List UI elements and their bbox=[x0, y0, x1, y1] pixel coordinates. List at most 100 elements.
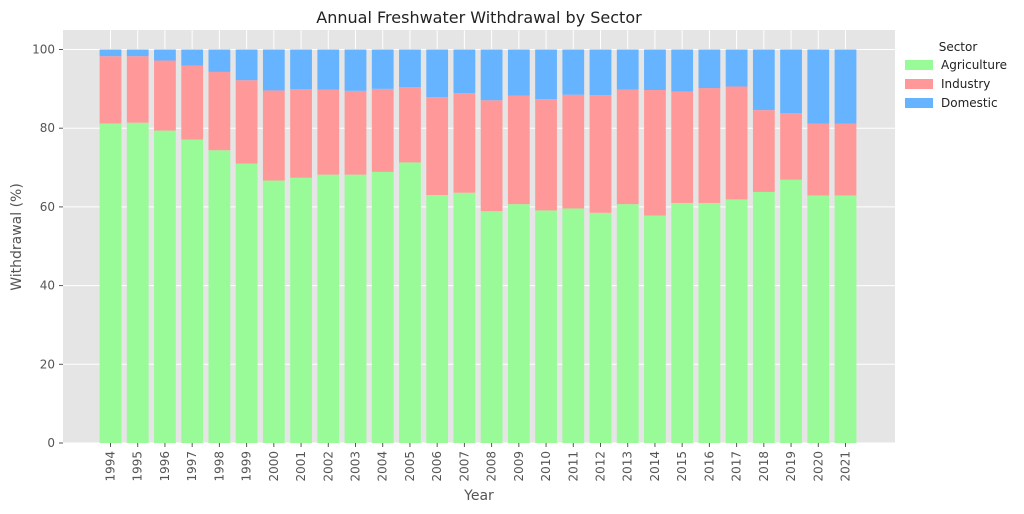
bar-domestic-2013 bbox=[616, 49, 639, 90]
y-axis-ticks: 0 20 40 60 80 100 bbox=[32, 43, 63, 450]
bar-industry-2000 bbox=[262, 90, 285, 181]
bar-agriculture-2014 bbox=[644, 215, 666, 443]
bar-agriculture-1994 bbox=[99, 123, 122, 443]
bar-domestic-1997 bbox=[181, 49, 204, 66]
bar-industry-2007 bbox=[453, 93, 476, 193]
bar-industry-2009 bbox=[507, 95, 530, 205]
chart-title: Annual Freshwater Withdrawal by Sector bbox=[316, 8, 642, 27]
bar-domestic-2009 bbox=[507, 49, 530, 96]
bar-industry-2010 bbox=[535, 99, 557, 211]
x-tick-label: 1998 bbox=[212, 451, 226, 482]
bar-domestic-1995 bbox=[126, 49, 149, 57]
bar-agriculture-1995 bbox=[126, 122, 149, 443]
bar-industry-2021 bbox=[834, 123, 857, 196]
bar-industry-1999 bbox=[235, 80, 258, 164]
x-tick-label: 2004 bbox=[376, 451, 390, 482]
x-tick-label: 2011 bbox=[566, 451, 580, 482]
bar-domestic-2000 bbox=[262, 49, 285, 91]
bars bbox=[99, 49, 857, 444]
x-axis-ticks: 1994 1995 1996 1997 1998 1999 2000 2001 2002 2003… bbox=[104, 443, 853, 482]
bar-agriculture-2003 bbox=[344, 174, 367, 443]
x-tick-label: 2008 bbox=[485, 451, 499, 482]
bar-domestic-2004 bbox=[371, 49, 394, 89]
bar-agriculture-2000 bbox=[262, 180, 285, 443]
bar-agriculture-2007 bbox=[453, 192, 476, 443]
bar-agriculture-2005 bbox=[399, 162, 421, 443]
bar-agriculture-2012 bbox=[589, 212, 612, 443]
bar-domestic-2020 bbox=[807, 49, 830, 124]
bar-domestic-1999 bbox=[235, 49, 258, 81]
bar-industry-2002 bbox=[317, 89, 340, 175]
bar-domestic-2007 bbox=[453, 49, 476, 94]
y-tick-label: 100 bbox=[32, 43, 55, 57]
bar-industry-2017 bbox=[725, 86, 748, 200]
bar-industry-2006 bbox=[426, 97, 449, 196]
bar-agriculture-2011 bbox=[562, 208, 585, 443]
bar-agriculture-1996 bbox=[154, 130, 176, 443]
x-tick-label: 1999 bbox=[240, 451, 254, 482]
y-tick-label: 20 bbox=[40, 357, 55, 371]
x-tick-label: 2012 bbox=[594, 451, 608, 482]
bar-domestic-2021 bbox=[834, 49, 857, 124]
bar-agriculture-2006 bbox=[426, 195, 449, 443]
bar-agriculture-2009 bbox=[507, 204, 530, 443]
x-tick-label: 2006 bbox=[430, 451, 444, 482]
bar-domestic-2011 bbox=[562, 49, 585, 95]
bar-agriculture-2008 bbox=[480, 211, 503, 443]
bar-domestic-2003 bbox=[344, 49, 367, 91]
x-tick-label: 2018 bbox=[757, 451, 771, 482]
bar-industry-2003 bbox=[344, 90, 367, 175]
legend-swatch-domestic bbox=[905, 98, 933, 108]
bar-industry-1997 bbox=[181, 65, 204, 140]
x-tick-label: 2015 bbox=[675, 451, 689, 482]
bar-industry-2013 bbox=[616, 89, 639, 205]
bar-industry-2005 bbox=[399, 87, 421, 163]
bar-domestic-2002 bbox=[317, 49, 340, 90]
bar-domestic-1994 bbox=[99, 49, 122, 57]
bar-agriculture-2001 bbox=[290, 177, 312, 443]
bar-domestic-2016 bbox=[698, 49, 721, 89]
bar-industry-2001 bbox=[290, 89, 312, 178]
legend-title: Sector bbox=[939, 40, 978, 54]
x-tick-label: 1995 bbox=[131, 451, 145, 482]
bar-domestic-2014 bbox=[644, 49, 666, 91]
y-axis-title: Withdrawal (%) bbox=[9, 183, 25, 291]
bar-industry-2018 bbox=[752, 110, 775, 192]
bar-agriculture-2018 bbox=[752, 191, 775, 443]
x-axis-title: Year bbox=[463, 488, 494, 504]
x-tick-label: 2002 bbox=[321, 451, 335, 482]
bar-domestic-2006 bbox=[426, 49, 449, 98]
bar-industry-2020 bbox=[807, 123, 830, 196]
bar-industry-2019 bbox=[780, 113, 802, 180]
bar-agriculture-2016 bbox=[698, 202, 721, 443]
legend-swatch-industry bbox=[905, 79, 933, 89]
bar-agriculture-2013 bbox=[616, 204, 639, 443]
bar-agriculture-2021 bbox=[834, 195, 857, 443]
bar-industry-2004 bbox=[371, 88, 394, 172]
x-tick-label: 2003 bbox=[349, 451, 363, 482]
bar-domestic-2015 bbox=[671, 49, 694, 92]
bar-industry-2011 bbox=[562, 94, 585, 209]
x-tick-label: 2014 bbox=[648, 451, 662, 482]
bar-domestic-2008 bbox=[480, 49, 503, 101]
bar-industry-2015 bbox=[671, 91, 694, 203]
bar-agriculture-2002 bbox=[317, 174, 340, 443]
bar-domestic-2005 bbox=[399, 49, 421, 88]
y-tick-label: 80 bbox=[40, 121, 55, 135]
x-tick-label: 2009 bbox=[512, 451, 526, 482]
legend-swatch-agriculture bbox=[905, 60, 933, 70]
legend-label-industry: Industry bbox=[941, 77, 990, 91]
x-tick-label: 2013 bbox=[621, 451, 635, 482]
x-tick-label: 1996 bbox=[158, 451, 172, 482]
bar-industry-1998 bbox=[208, 71, 231, 151]
bar-domestic-1996 bbox=[154, 49, 176, 61]
x-tick-label: 2007 bbox=[457, 451, 471, 482]
x-tick-label: 2017 bbox=[730, 451, 744, 482]
bar-industry-2014 bbox=[644, 90, 666, 216]
bar-agriculture-2015 bbox=[671, 202, 694, 443]
x-tick-label: 2020 bbox=[811, 451, 825, 482]
y-tick-label: 40 bbox=[40, 279, 55, 293]
legend-label-agriculture: Agriculture bbox=[941, 58, 1007, 72]
x-tick-label: 2001 bbox=[294, 451, 308, 482]
